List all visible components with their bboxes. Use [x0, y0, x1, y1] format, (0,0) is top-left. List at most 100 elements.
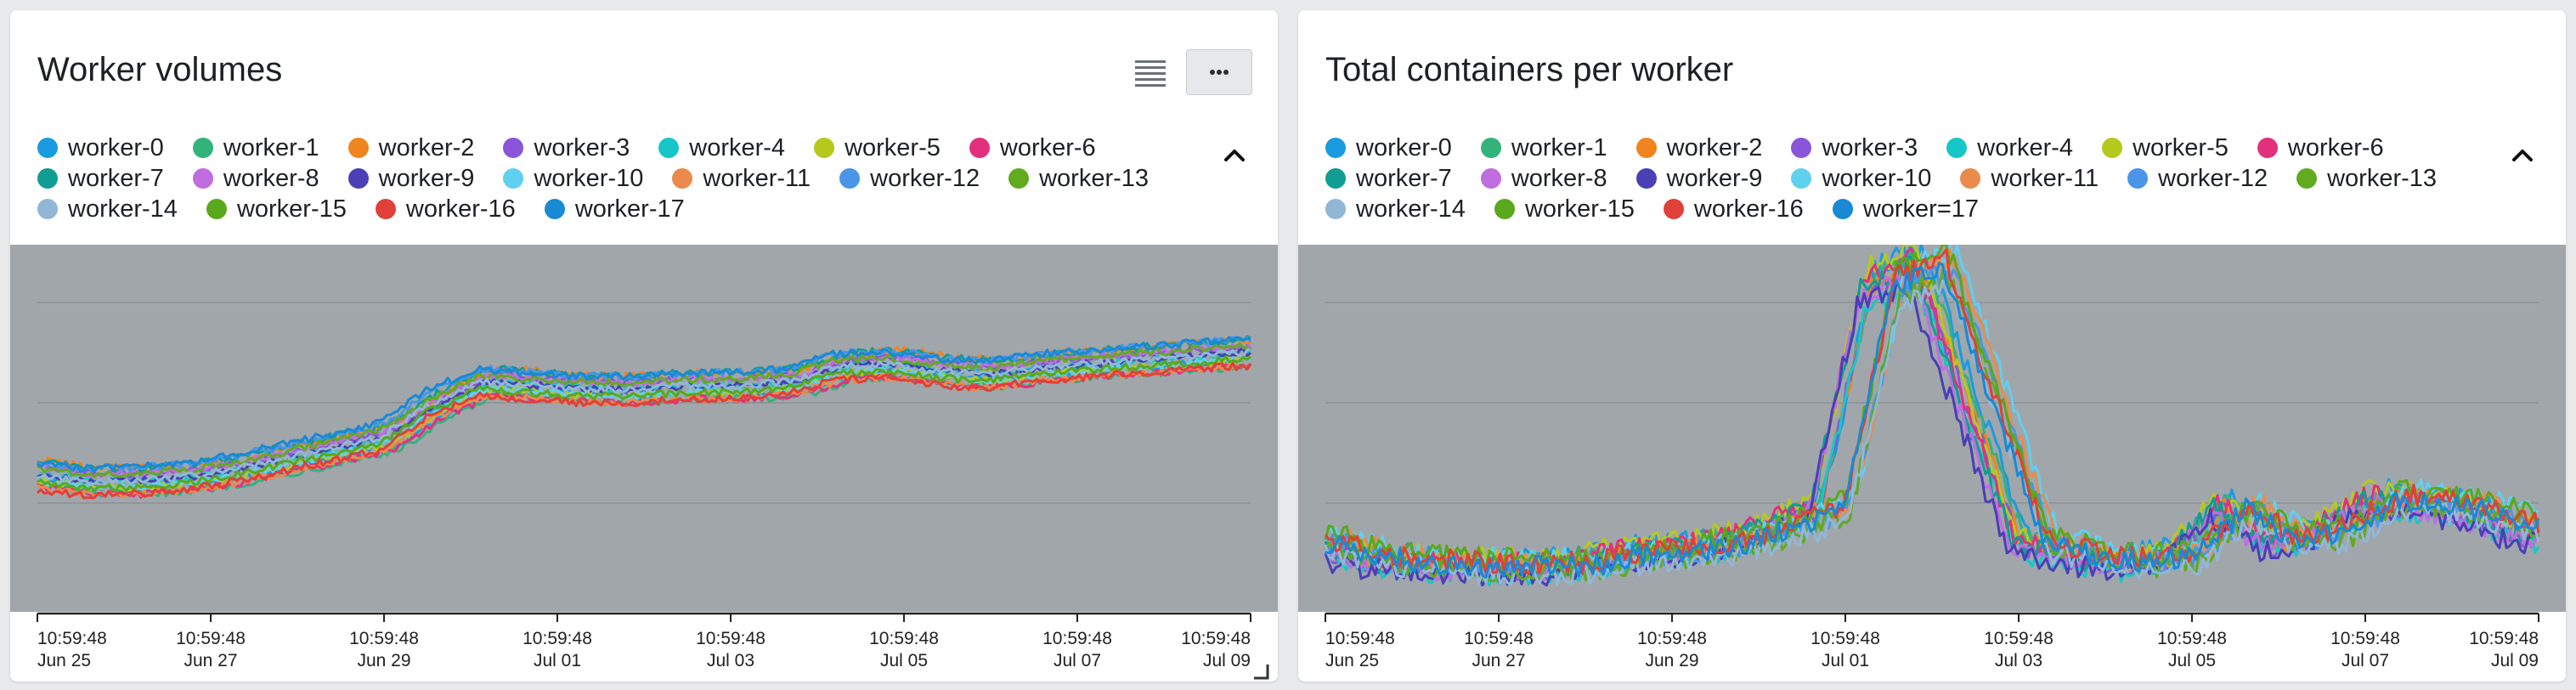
legend-item[interactable]: worker-14: [37, 195, 178, 223]
legend-label: worker-12: [870, 164, 980, 192]
x-tick-date: Jun 27: [184, 651, 237, 670]
x-tick-date: Jun 25: [37, 651, 91, 670]
series-line: [1325, 262, 2540, 579]
x-tick-date: Jun 27: [1472, 651, 1525, 670]
legend-item[interactable]: worker-3: [1791, 133, 1918, 161]
x-tick-time: 10:59:48: [2469, 629, 2539, 648]
legend-dot-icon: [814, 138, 835, 158]
legend-item[interactable]: worker-10: [1791, 165, 1931, 192]
x-tick-date: Jun 29: [357, 651, 410, 670]
legend-item[interactable]: worker-6: [969, 133, 1096, 161]
line-chart: 10:59:48 Jun 25 10:59:48 Jun 27 10:59:48 Jun …: [10, 245, 1278, 682]
legend-item[interactable]: worker-0: [37, 133, 164, 161]
x-tick-time: 10:59:48: [37, 629, 107, 648]
x-tick-date: Jul 07: [2342, 651, 2389, 670]
legend-label: worker-7: [1356, 164, 1452, 192]
x-tick-date: Jul 03: [707, 651, 754, 670]
legend-label: worker-6: [2287, 133, 2384, 161]
x-tick-time: 10:59:48: [523, 629, 592, 648]
worker-volumes-panel: Worker volumes worker-0 worker-1 worker-2 w…: [10, 10, 1278, 682]
legend-dot-icon: [1960, 168, 1981, 189]
legend-item[interactable]: worker-17: [544, 195, 685, 223]
legend-item[interactable]: worker-0: [1325, 133, 1452, 161]
legend-dot-icon: [1494, 199, 1515, 219]
more-options-button[interactable]: [1186, 49, 1252, 95]
legend-dot-icon: [2127, 168, 2149, 189]
legend-item[interactable]: worker-2: [1635, 134, 1762, 161]
legend-label: worker-0: [1356, 133, 1452, 161]
legend-dot-icon: [1635, 168, 1657, 189]
series-line: [1324, 245, 2540, 570]
legend-item[interactable]: worker-9: [1635, 165, 1762, 192]
legend-dot-icon: [192, 168, 213, 189]
legend-dot-icon: [503, 168, 524, 189]
chart-legend: worker-0 worker-1 worker-2 worker-3 worker-4…: [37, 133, 1227, 223]
legend-item[interactable]: worker-10: [503, 165, 643, 192]
legend-label: worker-0: [68, 133, 164, 161]
legend-label: worker-2: [378, 133, 475, 161]
x-tick-time: 10:59:48: [1181, 629, 1251, 648]
legend-item[interactable]: worker-4: [1946, 133, 2074, 161]
legend-dot-icon: [1663, 199, 1684, 219]
legend-dot-icon: [839, 168, 861, 189]
x-tick-time: 10:59:48: [1325, 629, 1395, 648]
legend-item[interactable]: worker-13: [2296, 165, 2437, 192]
legend-item[interactable]: worker-16: [1663, 195, 1804, 223]
legend-label: worker-4: [1977, 133, 2074, 161]
legend-dot-icon: [2102, 138, 2123, 158]
legend-label: worker=17: [1862, 195, 1980, 223]
x-tick-time: 10:59:48: [869, 629, 939, 648]
legend-label: worker-8: [1511, 164, 1607, 192]
legend-item[interactable]: worker-12: [2127, 165, 2268, 192]
x-tick-time: 10:59:48: [2157, 629, 2227, 648]
legend-item[interactable]: worker-11: [672, 165, 811, 192]
list-view-icon[interactable]: [1133, 58, 1167, 87]
collapse-legend-button[interactable]: [1222, 143, 1247, 168]
legend-item[interactable]: worker-12: [839, 164, 980, 192]
series-line: [37, 362, 1252, 500]
legend-item[interactable]: worker-9: [347, 165, 474, 192]
legend-item[interactable]: worker-1: [1480, 134, 1607, 161]
legend-dot-icon: [503, 138, 524, 158]
legend-label: worker-7: [68, 164, 164, 192]
x-tick-date: Jul 01: [534, 651, 581, 670]
legend-label: worker-16: [405, 195, 516, 223]
legend-item[interactable]: worker-15: [206, 195, 347, 223]
legend-dot-icon: [1008, 168, 1030, 189]
legend-item[interactable]: worker-7: [37, 164, 164, 192]
legend-item[interactable]: worker-8: [1480, 164, 1607, 192]
legend-item[interactable]: worker=17: [1832, 195, 1980, 223]
legend-item[interactable]: worker-7: [1325, 164, 1452, 192]
collapse-legend-button[interactable]: [2510, 143, 2535, 168]
legend-label: worker-15: [1524, 195, 1635, 223]
legend-dot-icon: [192, 138, 213, 158]
legend-label: worker-3: [1822, 133, 1918, 161]
x-tick-date: Jul 07: [1054, 651, 1101, 670]
legend-dot-icon: [37, 168, 58, 189]
legend-dot-icon: [1325, 199, 1346, 219]
legend-item[interactable]: worker-16: [375, 195, 516, 223]
legend-item[interactable]: worker-11: [1960, 165, 2099, 192]
legend-item[interactable]: worker-5: [814, 133, 941, 161]
legend-item[interactable]: worker-1: [192, 134, 319, 161]
x-tick-date: Jul 09: [1203, 651, 1251, 670]
legend-label: worker-14: [68, 195, 178, 223]
legend-label: worker-5: [845, 133, 941, 161]
legend-item[interactable]: worker-15: [1494, 195, 1635, 223]
legend-item[interactable]: worker-6: [2257, 133, 2384, 161]
legend-item[interactable]: worker-14: [1325, 195, 1466, 223]
legend-item[interactable]: worker-4: [658, 134, 785, 161]
resize-handle-icon[interactable]: [1252, 663, 1269, 680]
legend-item[interactable]: worker-8: [192, 165, 319, 192]
legend-dot-icon: [1480, 138, 1501, 158]
legend-label: worker-13: [1039, 164, 1150, 192]
legend-item[interactable]: worker-5: [2102, 134, 2229, 161]
legend-label: worker-14: [1356, 195, 1466, 223]
x-tick-time: 10:59:48: [1464, 629, 1534, 648]
legend-item[interactable]: worker-3: [503, 134, 630, 161]
legend-label: worker-6: [999, 133, 1096, 161]
legend-item[interactable]: worker-13: [1008, 164, 1150, 192]
series-line: [37, 342, 1251, 478]
legend-item[interactable]: worker-2: [347, 133, 475, 161]
series-line: [37, 355, 1251, 493]
